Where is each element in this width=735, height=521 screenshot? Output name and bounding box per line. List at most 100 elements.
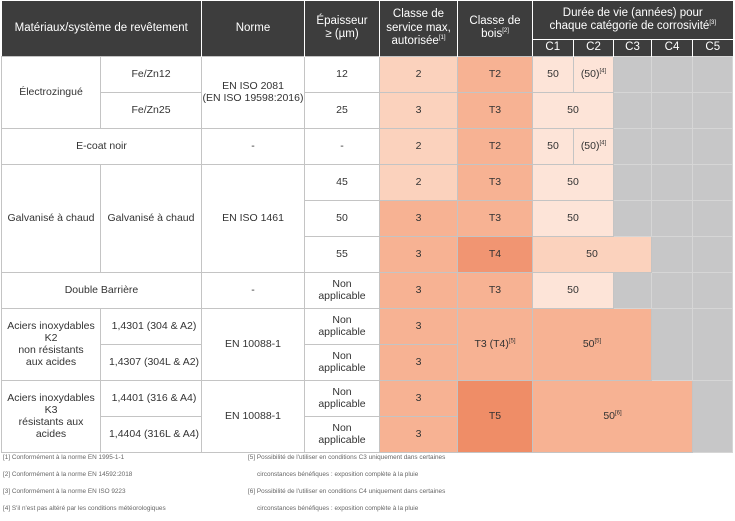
thickness-cell: 50 <box>304 199 380 237</box>
service-class-cell: 2 <box>379 55 458 93</box>
footnote-6-line2: circonstances bénéfiques : exposition co… <box>257 505 419 512</box>
coating-durability-table: Matériaux/système de revêtement Norme Ép… <box>1 1 734 453</box>
system-14401: 1,4401 (316 & A4) <box>100 379 202 417</box>
life-na-cell <box>691 163 734 201</box>
table-row: Aciers inoxydables K3 résistants aux acid… <box>1 379 734 453</box>
service-class-cell: 3 <box>379 235 458 273</box>
life-na-cell <box>651 307 693 381</box>
life-na-cell <box>651 199 693 237</box>
life-na-cell <box>691 307 734 381</box>
life-na-cell <box>613 199 652 237</box>
service-class-cell: 3 <box>379 415 458 453</box>
material-electrozingue: Électrozingué <box>1 55 101 129</box>
service-class-cell: 3 <box>379 199 458 237</box>
table-row: 50 3 T3 50 <box>2 199 734 237</box>
life-na-cell <box>651 235 693 273</box>
thickness-cell: - <box>304 127 380 165</box>
life-na-cell <box>691 199 734 237</box>
life-c2-cell: (50)[4] <box>573 127 614 165</box>
service-class-cell: 3 <box>379 343 458 381</box>
life-na-cell <box>651 91 693 129</box>
table-row: 1,4307 (304L & A2) Non applicable 3 <box>2 343 733 381</box>
life-c1-c2-cell: 50 <box>532 91 614 129</box>
table-row: 55 3 T4 50 <box>2 235 734 273</box>
norme-en-iso-2081: EN ISO 2081 (EN ISO 19598:2016) <box>201 55 305 129</box>
footnote-1: [1] Conformément à la norme EN 1995-1-1 <box>3 454 125 461</box>
life-na-cell <box>691 379 734 453</box>
life-c1-c2-cell: 50 <box>532 199 614 237</box>
life-c1-c3-cell: 50 <box>532 235 652 273</box>
life-na-cell <box>651 163 693 201</box>
life-na-cell <box>613 271 652 309</box>
thickness-cell: 45 <box>304 163 380 201</box>
header-norme: Norme <box>201 1 305 56</box>
life-na-cell <box>691 91 734 129</box>
system-14404: 1,4404 (316L & A4) <box>100 415 202 453</box>
header-cat-c2: C2 <box>573 38 614 56</box>
life-c2-cell: (50)[4] <box>573 55 614 93</box>
service-class-cell: 2 <box>379 127 458 165</box>
life-na-cell <box>651 271 693 309</box>
header-materials: Matériaux/système de revêtement <box>1 1 202 56</box>
table-row: Double Barrière - Non applicable 3 T3 50 <box>1 271 734 309</box>
thickness-cell: 12 <box>304 55 380 93</box>
life-na-cell <box>613 163 652 201</box>
service-class-cell: 2 <box>379 163 458 201</box>
system-14301: 1,4301 (304 & A2) <box>100 307 202 345</box>
life-c1-c4-cell: 50[6] <box>532 379 693 453</box>
header-epaisseur: Épaisseur ≥ (µm) <box>304 1 380 56</box>
life-c1-cell: 50 <box>532 127 574 165</box>
material-k2: Aciers inoxydables K2 non résistants aux a… <box>1 307 101 381</box>
table-row: Électrozingué Fe/Zn12 EN ISO 2081 (EN ISO… <box>1 55 734 129</box>
wood-class-cell: T3 <box>457 91 533 129</box>
thickness-cell: 55 <box>304 235 380 273</box>
norme-cell: - <box>201 127 305 165</box>
wood-class-cell: T3 <box>457 271 533 309</box>
wood-class-cell: T3 <box>457 199 533 237</box>
thickness-cell: Non applicable <box>304 343 380 381</box>
footnote-3: [3] Conformément à la norme EN ISO 9223 <box>3 488 126 495</box>
table-row: Fe/Zn25 25 3 T3 50 <box>2 91 734 129</box>
system-fezn25: Fe/Zn25 <box>100 91 202 129</box>
life-na-cell <box>691 55 734 93</box>
service-class-cell: 3 <box>379 307 458 345</box>
system-galvanise: Galvanisé à chaud <box>100 163 202 273</box>
material-double-barriere: Double Barrière <box>1 271 202 309</box>
system-fezn12: Fe/Zn12 <box>100 55 202 93</box>
wood-class-cell: T4 <box>457 235 533 273</box>
table-row: E-coat noir - - 2 T2 50 (50)[4] <box>1 127 734 165</box>
header-classe-bois: Classe de bois[2] <box>457 1 533 56</box>
life-c1-c3-cell: 50[5] <box>532 307 652 381</box>
table-row: Galvanisé à chaud Galvanisé à chaud EN I… <box>1 163 734 273</box>
service-class-cell: 3 <box>379 271 458 309</box>
life-c1-cell: 50 <box>532 55 574 93</box>
header-cat-c3: C3 <box>613 38 652 56</box>
footnote-4: [4] S'il n'est pas altéré par les condit… <box>3 505 166 512</box>
life-na-cell <box>613 91 652 129</box>
norme-en-iso-1461: EN ISO 1461 <box>201 163 305 273</box>
wood-class-cell: T3 (T4)[5] <box>457 307 533 381</box>
life-na-cell <box>691 271 734 309</box>
life-na-cell <box>691 127 734 165</box>
norme-en-10088-1: EN 10088-1 <box>201 379 305 453</box>
material-ecoat-noir: E-coat noir <box>1 127 202 165</box>
header-row: Matériaux/système de revêtement Norme Ép… <box>1 1 733 56</box>
thickness-cell: Non applicable <box>304 271 380 309</box>
wood-class-cell: T2 <box>457 55 533 93</box>
life-c1-c2-cell: 50 <box>532 163 614 201</box>
norme-cell: - <box>201 271 305 309</box>
header-classe-service: Classe de service max, autorisée[1] <box>379 1 458 56</box>
wood-class-cell: T2 <box>457 127 533 165</box>
header-cat-c4: C4 <box>651 38 693 56</box>
life-c1-c2-cell: 50 <box>532 271 614 309</box>
footnote-6-line1: [6] Possibilité de l'utiliser en conditi… <box>248 488 446 495</box>
norme-en-10088-1: EN 10088-1 <box>201 307 305 381</box>
footnote-2: [2] Conformément à la norme EN 14592:201… <box>3 471 133 478</box>
footnote-5-line2: circonstances bénéfiques : exposition co… <box>257 471 419 478</box>
header-cat-c5: C5 <box>691 38 733 56</box>
material-k3: Aciers inoxydables K3 résistants aux acid… <box>1 379 101 453</box>
service-class-cell: 3 <box>379 379 458 417</box>
wood-class-cell: T3 <box>457 163 533 201</box>
header-duree-de-vie: Durée de vie (années) pour chaque catégo… <box>531 1 733 39</box>
